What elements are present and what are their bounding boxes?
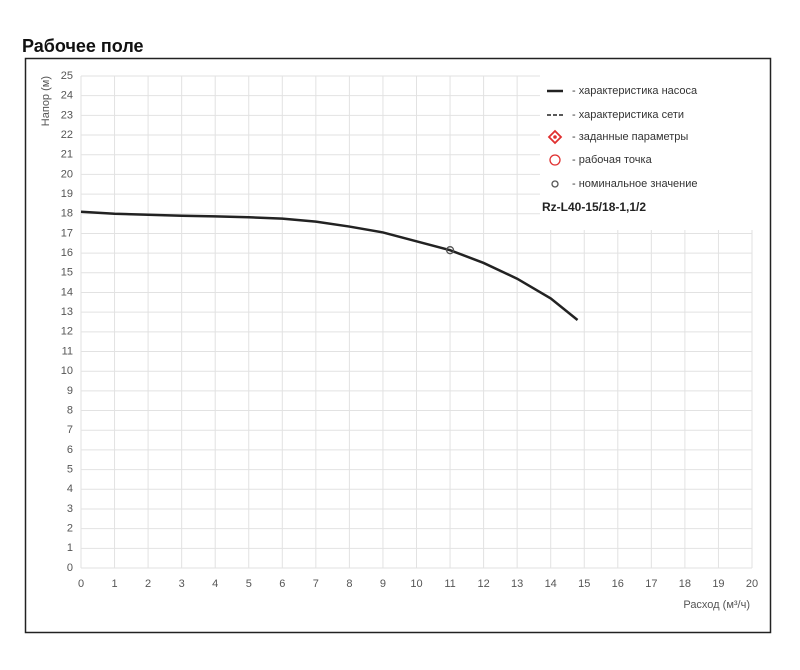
x-tick-label: 0 <box>78 578 84 590</box>
y-tick-label: 0 <box>67 562 73 574</box>
y-tick-label: 23 <box>61 109 73 121</box>
x-tick-label: 14 <box>545 578 557 590</box>
x-tick-label: 4 <box>212 578 218 590</box>
y-tick-label: 19 <box>61 188 73 200</box>
x-axis-label: Расход (м³/ч) <box>683 599 750 611</box>
y-tick-label: 12 <box>61 326 73 338</box>
y-tick-label: 8 <box>67 404 73 416</box>
x-tick-label: 7 <box>313 578 319 590</box>
y-tick-label: 3 <box>67 503 73 515</box>
y-tick-label: 20 <box>61 168 73 180</box>
legend-marker <box>549 154 561 166</box>
x-tick-label: 12 <box>477 578 489 590</box>
y-tick-label: 25 <box>61 70 73 82</box>
y-tick-label: 2 <box>67 523 73 535</box>
x-tick-label: 13 <box>511 578 523 590</box>
y-tick-label: 13 <box>61 306 73 318</box>
x-tick-label: 20 <box>746 578 758 590</box>
y-tick-label: 24 <box>61 90 73 102</box>
y-tick-label: 6 <box>67 444 73 456</box>
x-tick-label: 16 <box>612 578 624 590</box>
legend-background <box>540 74 762 230</box>
x-tick-label: 1 <box>111 578 117 590</box>
x-tick-label: 2 <box>145 578 151 590</box>
x-tick-label: 19 <box>712 578 724 590</box>
x-tick-label: 3 <box>179 578 185 590</box>
x-tick-label: 15 <box>578 578 590 590</box>
y-tick-label: 15 <box>61 267 73 279</box>
pump-curve <box>80 210 579 322</box>
x-tick-label: 9 <box>380 578 386 590</box>
y-tick-label: 21 <box>61 149 73 161</box>
y-tick-label: 22 <box>61 129 73 141</box>
y-tick-label: 14 <box>61 286 73 298</box>
y-tick-label: 18 <box>61 208 73 220</box>
y-tick-label: 4 <box>67 483 73 495</box>
legend-label: - номинальное значение <box>572 178 698 190</box>
x-tick-label: 10 <box>410 578 422 590</box>
y-tick-label: 16 <box>61 247 73 259</box>
y-tick-label: 5 <box>67 464 73 476</box>
legend-marker <box>551 180 559 188</box>
legend-label: - рабочая точка <box>572 154 653 166</box>
legend-label: - заданные параметры <box>572 131 688 143</box>
y-tick-label: 7 <box>67 424 73 436</box>
legend-marker <box>547 129 563 145</box>
y-tick-label: 11 <box>62 345 73 357</box>
page-title: Рабочее поле <box>22 36 144 56</box>
nominal-point <box>445 246 455 255</box>
model-name: Rz-L40-15/18-1,1/2 <box>542 200 646 214</box>
x-tick-label: 11 <box>444 578 455 590</box>
y-tick-label: 9 <box>67 385 73 397</box>
y-tick-label: 10 <box>61 365 73 377</box>
x-tick-label: 8 <box>346 578 352 590</box>
x-tick-label: 17 <box>645 578 657 590</box>
y-axis-label: Напор (м) <box>40 76 52 126</box>
legend-label: - характеристика насоса <box>572 85 698 97</box>
legend-marker <box>553 135 557 139</box>
x-tick-label: 6 <box>279 578 285 590</box>
x-tick-label: 18 <box>679 578 691 590</box>
x-tick-label: 5 <box>246 578 252 590</box>
y-tick-label: 1 <box>67 542 73 554</box>
legend-label: - характеристика сети <box>572 109 684 121</box>
y-tick-label: 17 <box>61 227 73 239</box>
